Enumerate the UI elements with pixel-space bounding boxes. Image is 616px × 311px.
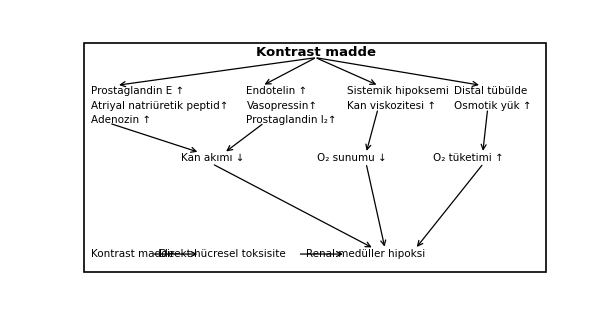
Text: Osmotik yük ↑: Osmotik yük ↑ bbox=[454, 100, 532, 111]
Text: Kan viskozitesi ↑: Kan viskozitesi ↑ bbox=[347, 100, 436, 111]
Text: Sistemik hipoksemi: Sistemik hipoksemi bbox=[347, 86, 448, 96]
Text: Vasopressin↑: Vasopressin↑ bbox=[246, 100, 318, 111]
Text: Kontrast madde: Kontrast madde bbox=[256, 46, 376, 59]
Text: Direkt hücresel toksisite: Direkt hücresel toksisite bbox=[159, 249, 286, 259]
Text: Atriyal natriüretik peptid↑: Atriyal natriüretik peptid↑ bbox=[91, 100, 229, 111]
Text: Kontrast madde: Kontrast madde bbox=[91, 249, 174, 259]
Text: Endotelin ↑: Endotelin ↑ bbox=[246, 86, 308, 96]
Text: Kan akımı ↓: Kan akımı ↓ bbox=[181, 153, 245, 163]
Text: O₂ tüketimi ↑: O₂ tüketimi ↑ bbox=[433, 153, 504, 163]
FancyBboxPatch shape bbox=[84, 43, 546, 272]
Text: Prostaglandin E ↑: Prostaglandin E ↑ bbox=[91, 86, 185, 96]
Text: Adenozin ↑: Adenozin ↑ bbox=[91, 115, 152, 125]
Text: Prostaglandin I₂↑: Prostaglandin I₂↑ bbox=[246, 115, 337, 125]
Text: Renal medüller hipoksi: Renal medüller hipoksi bbox=[306, 249, 426, 259]
Text: O₂ sunumu ↓: O₂ sunumu ↓ bbox=[317, 153, 386, 163]
Text: Distal tübülde: Distal tübülde bbox=[454, 86, 527, 96]
